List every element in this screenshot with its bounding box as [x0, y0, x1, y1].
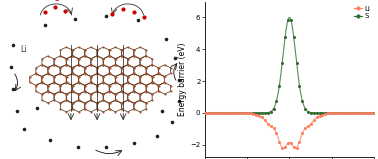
Text: S: S: [54, 0, 59, 3]
Text: Li: Li: [20, 45, 27, 54]
Y-axis label: Energy barrier (eV): Energy barrier (eV): [178, 43, 187, 116]
Legend: Li, S: Li, S: [353, 5, 371, 20]
